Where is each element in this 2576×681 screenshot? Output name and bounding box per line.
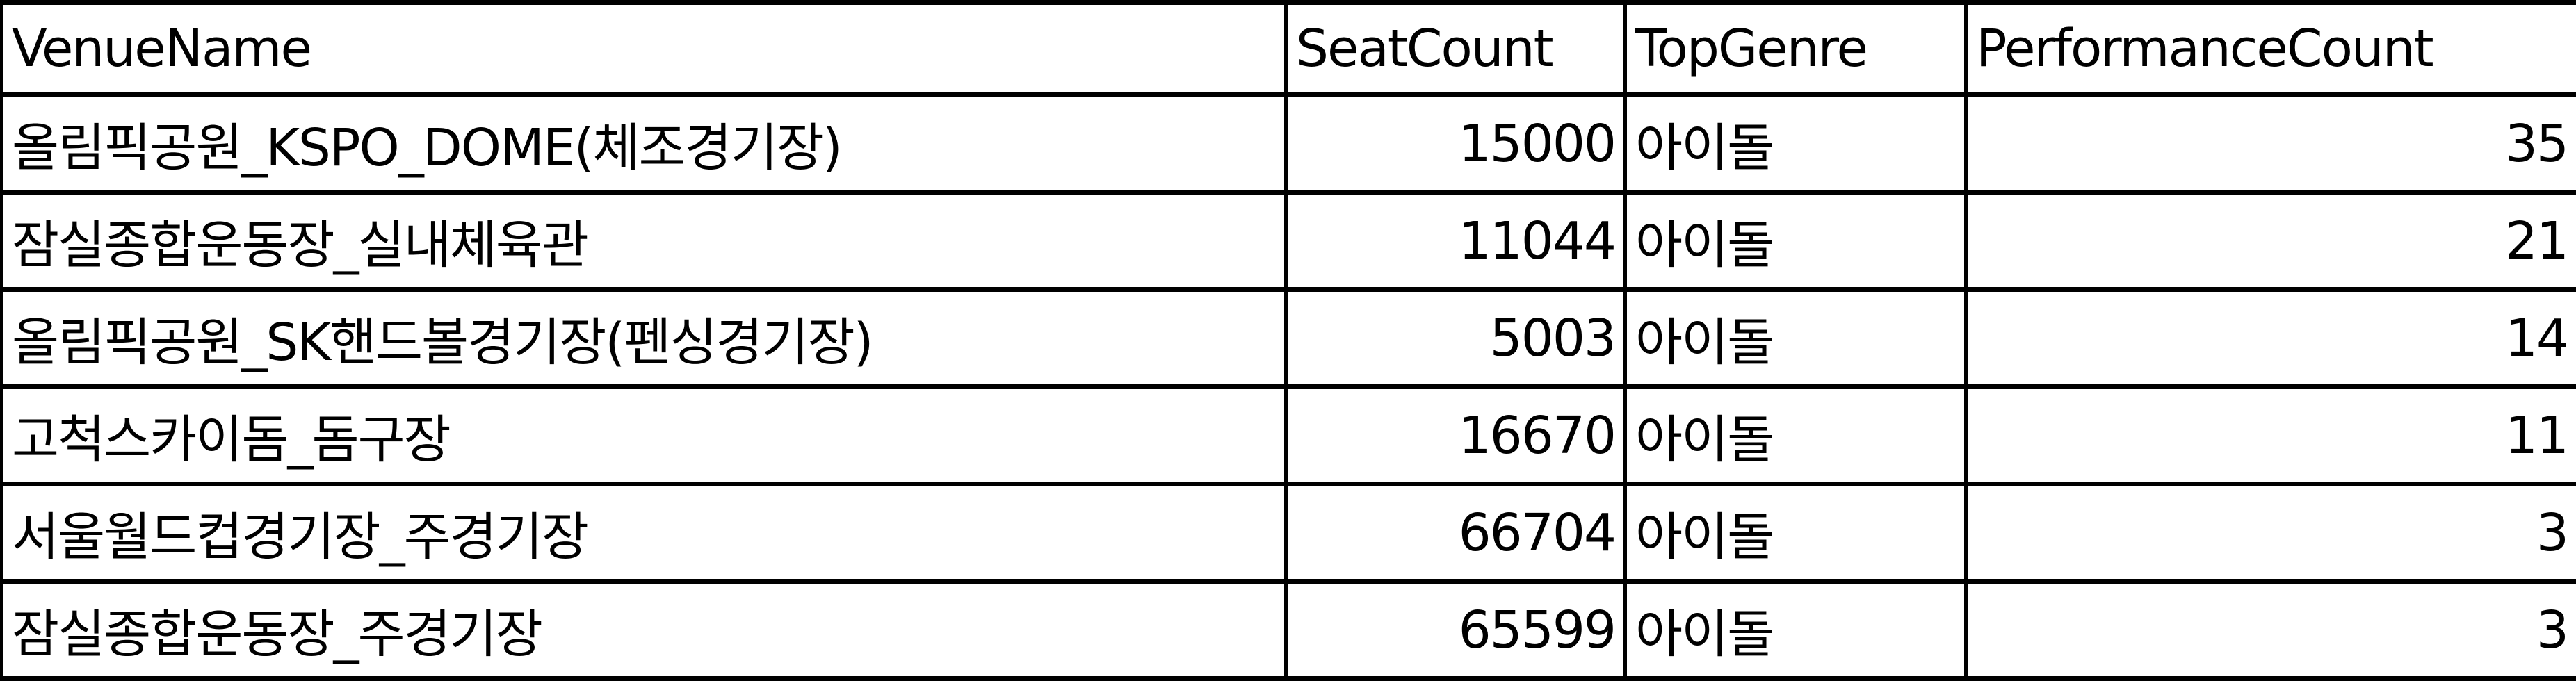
performance-count-cell: 14 xyxy=(1964,287,2576,389)
performance-count-cell: 21 xyxy=(1964,190,2576,292)
header-top-genre: TopGenre xyxy=(1623,0,1968,97)
performance-count-cell: 35 xyxy=(1964,92,2576,195)
header-row: VenueName SeatCount TopGenre Performance… xyxy=(0,0,2576,97)
header-seat-count: SeatCount xyxy=(1284,0,1627,97)
table-row: 서울월드컵경기장_주경기장 66704 아이돌 3 xyxy=(0,482,2576,584)
seat-count-cell: 5003 xyxy=(1284,287,1627,389)
venue-name-cell: 올림픽공원_SK핸드볼경기장(펜싱경기장) xyxy=(0,287,1288,389)
header-performance-count: PerformanceCount xyxy=(1964,0,2576,97)
table-row: 잠실종합운동장_주경기장 65599 아이돌 3 xyxy=(0,579,2576,681)
table-row: 올림픽공원_KSPO_DOME(체조경기장) 15000 아이돌 35 xyxy=(0,92,2576,195)
seat-count-cell: 66704 xyxy=(1284,482,1627,584)
top-genre-cell: 아이돌 xyxy=(1623,579,1968,681)
seat-count-cell: 11044 xyxy=(1284,190,1627,292)
venue-name-cell: 잠실종합운동장_실내체육관 xyxy=(0,190,1288,292)
top-genre-cell: 아이돌 xyxy=(1623,287,1968,389)
seat-count-cell: 15000 xyxy=(1284,92,1627,195)
top-genre-cell: 아이돌 xyxy=(1623,92,1968,195)
performance-count-cell: 3 xyxy=(1964,579,2576,681)
seat-count-cell: 16670 xyxy=(1284,384,1627,486)
table-row: 올림픽공원_SK핸드볼경기장(펜싱경기장) 5003 아이돌 14 xyxy=(0,287,2576,389)
seat-count-cell: 65599 xyxy=(1284,579,1627,681)
venue-name-cell: 서울월드컵경기장_주경기장 xyxy=(0,482,1288,584)
venue-name-cell: 잠실종합운동장_주경기장 xyxy=(0,579,1288,681)
top-genre-cell: 아이돌 xyxy=(1623,190,1968,292)
table-row: 잠실종합운동장_실내체육관 11044 아이돌 21 xyxy=(0,190,2576,292)
performance-count-cell: 11 xyxy=(1964,384,2576,486)
performance-count-cell: 3 xyxy=(1964,482,2576,584)
venue-name-cell: 고척스카이돔_돔구장 xyxy=(0,384,1288,486)
top-genre-cell: 아이돌 xyxy=(1623,384,1968,486)
venue-name-cell: 올림픽공원_KSPO_DOME(체조경기장) xyxy=(0,92,1288,195)
top-genre-cell: 아이돌 xyxy=(1623,482,1968,584)
table-row: 고척스카이돔_돔구장 16670 아이돌 11 xyxy=(0,384,2576,486)
header-venue-name: VenueName xyxy=(0,0,1288,97)
